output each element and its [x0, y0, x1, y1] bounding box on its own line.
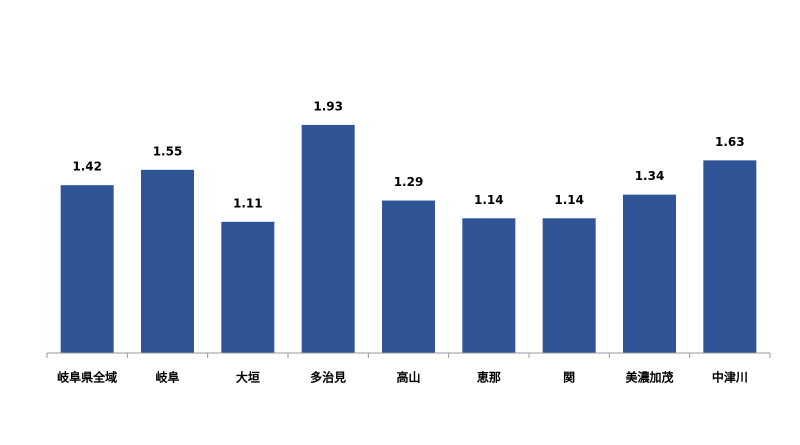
x-tick-label: 美濃加茂	[625, 370, 673, 385]
x-tick-label: 岐阜県全域	[57, 370, 117, 385]
bar	[622, 194, 677, 353]
value-label: 1.55	[153, 144, 183, 158]
value-label: 1.63	[715, 135, 745, 149]
x-tick-label: 関	[563, 371, 575, 385]
x-tick-label: 岐阜	[155, 370, 179, 385]
x-tick-label: 中津川	[712, 370, 748, 385]
value-label: 1.93	[313, 99, 343, 113]
bar	[703, 160, 757, 353]
value-label: 1.14	[474, 193, 504, 207]
x-tick-label: 高山	[396, 370, 420, 385]
x-tick-label: 恵那	[477, 370, 501, 385]
bar	[140, 169, 195, 353]
bar	[462, 218, 516, 353]
bar	[301, 124, 355, 353]
bar	[221, 221, 275, 353]
value-label: 1.29	[394, 175, 424, 189]
x-tick-label: 多治見	[310, 370, 346, 385]
bar	[60, 185, 114, 353]
value-label: 1.34	[635, 169, 665, 183]
value-label: 1.11	[233, 196, 263, 210]
value-label: 1.14	[554, 193, 584, 207]
value-label: 1.42	[72, 160, 102, 174]
bar	[381, 200, 436, 353]
bar	[542, 218, 596, 353]
x-tick-label: 大垣	[236, 370, 260, 385]
